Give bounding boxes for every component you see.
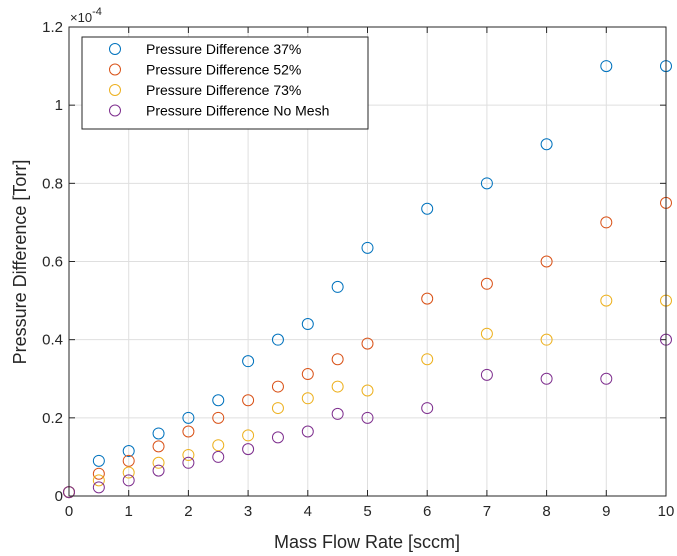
data-point	[421, 402, 434, 415]
data-point	[361, 384, 374, 397]
series-2-points	[63, 196, 672, 499]
x-tick-label: 6	[423, 503, 431, 520]
y-tick-label: 0.4	[42, 332, 63, 349]
legend-label: Pressure Difference No Mesh	[146, 103, 329, 119]
data-point	[152, 456, 165, 469]
data-point	[331, 407, 344, 420]
data-point	[480, 327, 493, 340]
data-point	[271, 380, 284, 393]
data-point	[331, 353, 344, 366]
data-point	[331, 280, 344, 293]
data-point	[182, 448, 195, 461]
x-tick-label: 5	[363, 503, 371, 520]
data-points	[63, 60, 672, 499]
data-point	[301, 425, 314, 438]
data-point	[212, 439, 225, 452]
x-tick-label: 4	[304, 503, 312, 520]
data-point	[242, 429, 255, 442]
series-4-points	[63, 333, 672, 499]
data-point	[152, 440, 165, 453]
data-point	[480, 177, 493, 190]
data-point	[92, 481, 105, 494]
data-point	[301, 392, 314, 405]
legend-marker	[109, 84, 121, 96]
y-axis-exponent-power: -4	[92, 6, 102, 18]
legend-label: Pressure Difference 52%	[146, 62, 301, 78]
y-tick-label: 1.2	[42, 19, 63, 36]
data-point	[480, 277, 493, 290]
data-point	[182, 425, 195, 438]
y-axis-exponent-base: ×10	[70, 10, 92, 25]
data-point	[271, 431, 284, 444]
legend-marker	[109, 104, 121, 117]
data-point	[92, 454, 105, 467]
y-tick-label: 0.6	[42, 254, 63, 271]
x-tick-label: 7	[483, 503, 491, 520]
legend-marker	[109, 43, 121, 55]
data-point	[421, 292, 434, 305]
data-point	[301, 318, 314, 331]
data-point	[271, 402, 284, 415]
data-point	[480, 368, 493, 381]
legend-label: Pressure Difference 37%	[146, 41, 301, 57]
data-point	[361, 241, 374, 254]
data-point	[152, 464, 165, 477]
data-point	[182, 411, 195, 424]
data-point	[301, 368, 314, 381]
data-point	[540, 372, 553, 385]
y-tick-label: 0.8	[42, 175, 63, 192]
data-point	[331, 380, 344, 393]
data-point	[212, 411, 225, 424]
x-tick-label: 10	[658, 503, 675, 520]
data-point	[182, 456, 195, 469]
y-axis-title: Pressure Difference [Torr]	[10, 160, 30, 365]
data-point	[421, 202, 434, 215]
data-point	[212, 394, 225, 407]
data-point	[92, 474, 105, 487]
x-tick-label: 2	[184, 503, 192, 520]
legend-marker	[109, 63, 121, 76]
data-point	[242, 355, 255, 368]
data-point	[600, 294, 613, 307]
data-point	[600, 216, 613, 229]
data-point	[361, 337, 374, 350]
x-tick-label: 9	[602, 503, 610, 520]
x-tick-label: 1	[125, 503, 133, 520]
y-tick-label: 0.2	[42, 410, 63, 427]
y-axis-exponent: ×10-4	[70, 6, 102, 25]
y-tick-label: 1	[55, 97, 63, 114]
data-point	[212, 450, 225, 463]
plot-border	[68, 26, 667, 497]
x-tick-label: 0	[65, 503, 73, 520]
data-point	[152, 427, 165, 440]
legend: Pressure Difference 37% Pressure Differen…	[81, 36, 369, 130]
x-axis-title: Mass Flow Rate [sccm]	[274, 532, 460, 552]
data-point	[92, 467, 105, 480]
data-point	[242, 443, 255, 456]
x-tick-label: 3	[244, 503, 252, 520]
y-tick-label: 0	[55, 488, 63, 505]
data-point	[540, 333, 553, 346]
data-point	[122, 445, 135, 458]
data-point	[122, 466, 135, 479]
legend-label: Pressure Difference 73%	[146, 82, 301, 98]
data-point	[540, 138, 553, 151]
data-point	[600, 372, 613, 385]
x-tick-label: 8	[542, 503, 550, 520]
data-point	[600, 60, 613, 73]
y-tick-labels: 0 0.2 0.4 0.6 0.8 1 1.2	[42, 19, 63, 505]
x-tick-labels: 0 1 2 3 4 5 6 7 8 9 10	[65, 503, 675, 520]
data-point	[242, 394, 255, 407]
data-point	[271, 333, 284, 346]
data-point	[421, 353, 434, 366]
data-point	[122, 474, 135, 487]
data-point	[361, 411, 374, 424]
data-point	[122, 454, 135, 467]
data-point	[540, 255, 553, 268]
legend-box	[81, 36, 369, 130]
